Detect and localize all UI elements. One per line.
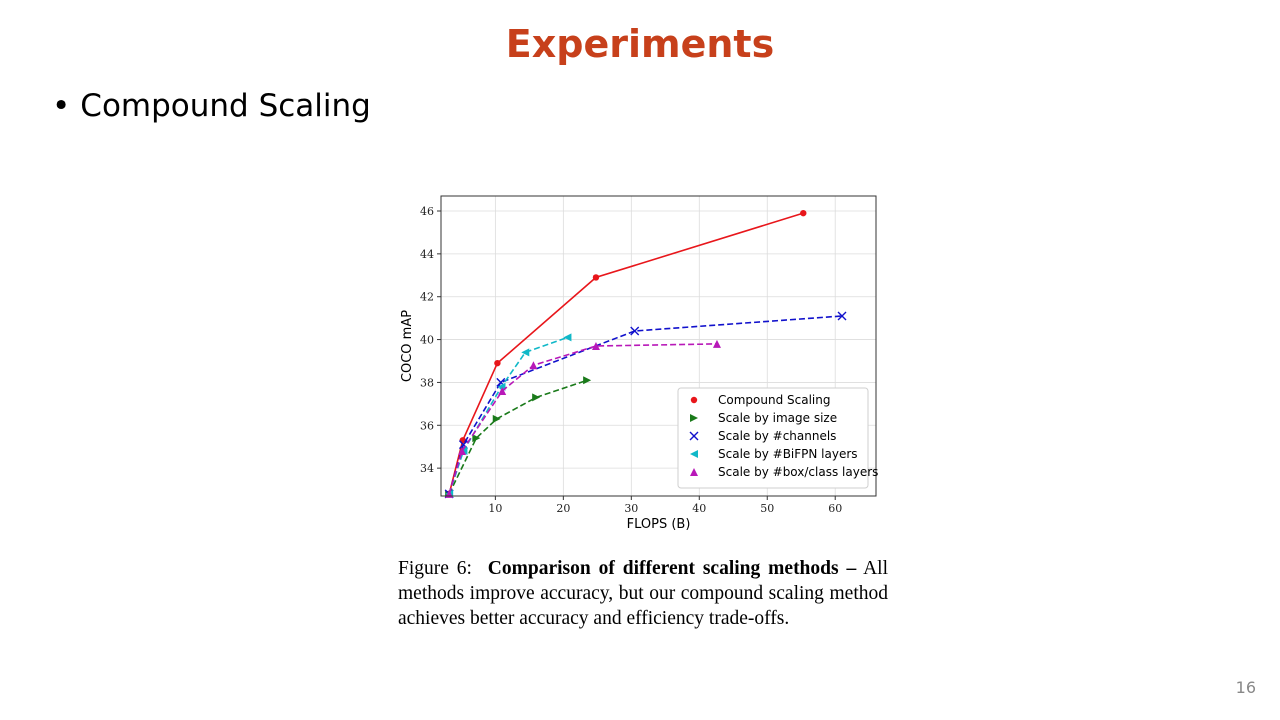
data-point-3-4 xyxy=(563,333,572,342)
x-tick-label: 50 xyxy=(760,502,774,515)
data-point-3-2 xyxy=(497,382,506,391)
legend-label-3: Scale by #BiFPN layers xyxy=(718,447,858,461)
legend-label-1: Scale by image size xyxy=(718,411,837,425)
caption-label: Figure 6: xyxy=(398,558,472,579)
y-tick-label: 36 xyxy=(420,419,434,432)
data-point-0-3 xyxy=(592,274,600,281)
y-tick-label: 44 xyxy=(420,248,434,261)
series-line-4 xyxy=(448,343,718,495)
data-point-4-5 xyxy=(712,339,721,348)
legend-marker-3 xyxy=(690,450,698,458)
x-tick-label: 40 xyxy=(692,502,706,515)
x-tick-label: 10 xyxy=(488,502,502,515)
data-point-4-3 xyxy=(529,361,538,370)
slide-title: Experiments xyxy=(505,22,775,66)
x-tick-label: 30 xyxy=(624,502,638,515)
page-number: 16 xyxy=(1235,678,1256,697)
data-point-1-1 xyxy=(472,434,481,443)
caption-text: All methods improve accuracy, but our co… xyxy=(398,558,888,629)
y-tick-label: 42 xyxy=(420,291,434,304)
legend-marker-4 xyxy=(690,468,698,476)
data-point-4-2 xyxy=(498,387,507,395)
data-point-1-2 xyxy=(492,414,501,423)
legend-box xyxy=(677,387,869,489)
caption-bold-text: Comparison of different scaling methods … xyxy=(487,558,857,579)
series-line-2 xyxy=(448,315,843,495)
x-tick-label: 20 xyxy=(556,502,570,515)
legend-marker-1 xyxy=(690,414,698,422)
data-point-0-4 xyxy=(800,209,807,217)
x-axis-label: FLOPS (B) xyxy=(627,517,691,532)
data-point-4-4 xyxy=(591,342,600,350)
y-tick-label: 34 xyxy=(420,462,434,475)
data-point-1-4 xyxy=(583,376,592,385)
plot-frame xyxy=(440,195,877,497)
legend-label-0: Compound Scaling xyxy=(718,393,830,407)
bullet-item: • Compound Scaling xyxy=(52,88,371,124)
y-axis-label: COCO mAP xyxy=(400,310,415,382)
legend-label-2: Scale by #channels xyxy=(718,429,836,443)
data-point-2-3 xyxy=(630,326,640,336)
y-tick-label: 38 xyxy=(420,376,434,389)
y-tick-label: 46 xyxy=(420,205,434,218)
data-point-1-3 xyxy=(532,393,541,402)
data-point-3-3 xyxy=(521,348,530,357)
legend-marker-2 xyxy=(689,431,699,441)
data-point-2-4 xyxy=(837,311,847,321)
y-tick-label: 40 xyxy=(420,334,434,347)
x-tick-label: 60 xyxy=(828,502,842,515)
data-point-0-2 xyxy=(494,359,501,367)
legend-label-4: Scale by #box/class layers xyxy=(718,465,878,479)
legend-marker-0 xyxy=(690,396,698,404)
data-point-4-1 xyxy=(458,447,467,455)
bullet-dot-icon: • xyxy=(52,88,71,124)
figure-caption: Figure 6: Comparison of different scalin… xyxy=(398,556,888,631)
bullet-text: Compound Scaling xyxy=(80,88,371,124)
scaling-comparison-chart: 10 20 30 40 50 60 34 36 38 40 42 44 46 FLOPS (B) COCO … xyxy=(400,195,878,532)
